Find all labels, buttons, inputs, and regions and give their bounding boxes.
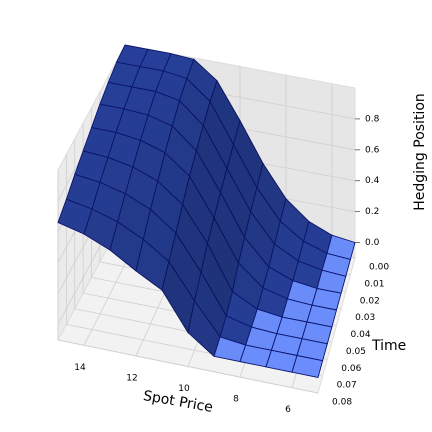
- z-tick-label: 0.0: [365, 238, 380, 248]
- y-tick-label: 0.00: [369, 263, 389, 273]
- y-tick-label: 0.08: [332, 398, 352, 408]
- surface-face: [291, 354, 324, 379]
- y-tick-label: 0.04: [351, 330, 371, 340]
- y-tick-label: 0.05: [346, 347, 366, 357]
- x-tick-label: 6: [285, 405, 291, 415]
- y-axis-label: Time: [371, 338, 406, 354]
- z-tick-label: 0.4: [365, 176, 380, 186]
- x-tick-label: 12: [126, 373, 137, 383]
- x-tick-label: 14: [74, 363, 86, 373]
- y-tick-label: 0.06: [341, 364, 361, 374]
- x-tick-label: 8: [233, 395, 239, 405]
- z-axis-label: Hedging Position: [412, 93, 428, 211]
- y-tick-label: 0.02: [360, 296, 380, 306]
- z-tick-label: 0.2: [365, 207, 379, 217]
- grid-line: [57, 339, 319, 394]
- z-tick-label: 0.6: [365, 145, 380, 155]
- surface: [57, 44, 356, 379]
- z-tick-label: 0.8: [365, 114, 380, 124]
- y-tick-label: 0.03: [355, 313, 375, 323]
- x-tick-label: 10: [178, 384, 190, 394]
- y-tick-label: 0.07: [337, 381, 357, 391]
- y-tick-label: 0.01: [364, 279, 384, 289]
